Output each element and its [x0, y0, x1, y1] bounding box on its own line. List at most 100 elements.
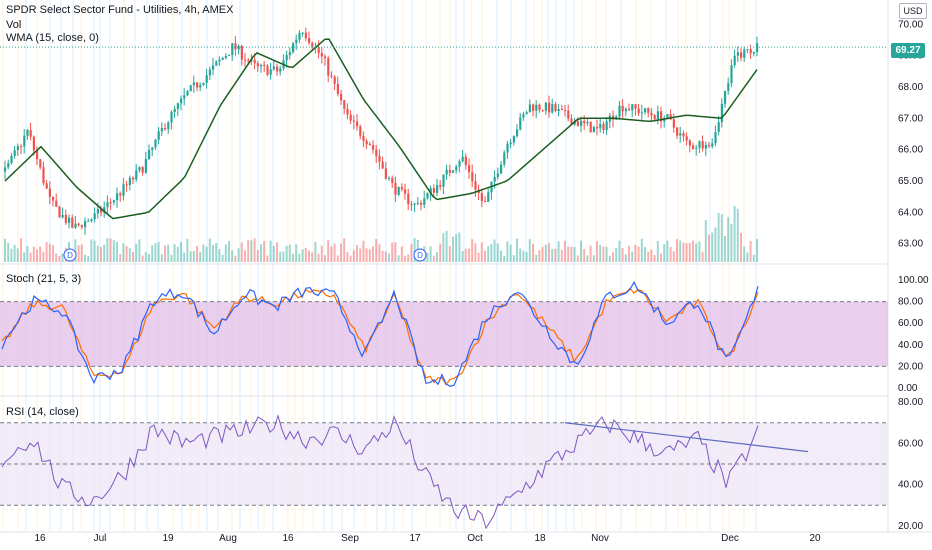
volume-legend[interactable]: Vol — [6, 19, 22, 31]
currency-button[interactable]: USD — [899, 3, 927, 19]
candle-body — [112, 200, 115, 203]
candle-body — [525, 112, 528, 115]
candle-body — [653, 115, 656, 120]
volume-bar — [205, 246, 208, 262]
candle-body — [583, 120, 586, 124]
candle-body — [746, 49, 749, 51]
session-stripe — [93, 0, 95, 530]
volume-bar — [160, 254, 163, 262]
candle-body — [436, 185, 439, 193]
volume-bar — [413, 238, 416, 262]
candle-body — [231, 43, 234, 55]
volume-bar — [471, 239, 474, 262]
dividend-marker[interactable]: D — [413, 248, 427, 262]
candle-body — [4, 167, 7, 172]
candle-body — [592, 127, 595, 133]
candle-body — [468, 165, 471, 173]
volume-bar — [538, 250, 541, 262]
candle-body — [692, 145, 695, 149]
volume-bar — [445, 230, 448, 262]
candle-body — [36, 150, 39, 160]
candle-body — [688, 140, 691, 146]
stoch-tick-label: 20.00 — [898, 361, 923, 372]
candle-body — [736, 52, 739, 56]
candle-body — [116, 193, 119, 201]
session-stripe — [109, 0, 111, 530]
volume-bar — [343, 238, 346, 262]
candlestick-series[interactable] — [4, 27, 759, 235]
volume-bar — [640, 238, 643, 262]
volume-bar — [583, 249, 586, 262]
volume-bar — [196, 245, 198, 262]
price-axes: 70.0069.0068.0067.0066.0065.0064.0063.00… — [898, 19, 929, 532]
candle-body — [359, 126, 362, 136]
session-stripe — [257, 0, 259, 530]
session-stripe — [385, 0, 387, 530]
volume-bar — [733, 205, 736, 262]
candle-body — [378, 155, 381, 162]
volume-bar — [612, 252, 614, 262]
candle-body — [308, 38, 311, 43]
volume-bar — [669, 246, 672, 262]
session-stripe — [272, 0, 274, 530]
candle-body — [388, 177, 391, 179]
stoch-band — [0, 301, 888, 367]
volume-bar — [39, 246, 42, 262]
candle-body — [292, 43, 295, 53]
candle-body — [512, 136, 515, 143]
volume-bar — [756, 239, 758, 262]
candle-body — [151, 147, 154, 150]
date-tick-label: 16 — [34, 533, 46, 544]
candle-body — [29, 130, 32, 137]
stoch-legend[interactable]: Stoch (21, 5, 3) — [6, 273, 82, 285]
volume-bar — [260, 244, 262, 262]
volume-bar — [644, 246, 646, 262]
date-tick-label: 16 — [282, 533, 294, 544]
candle-body — [16, 146, 19, 151]
candle-body — [391, 177, 394, 184]
volume-bar — [103, 244, 106, 262]
candle-body — [128, 177, 131, 185]
candle-body — [400, 187, 403, 190]
volume-bar — [244, 250, 246, 262]
session-stripe — [190, 0, 192, 530]
candle-body — [263, 64, 266, 66]
volume-bar — [93, 240, 96, 262]
candle-body — [528, 104, 531, 113]
candle-body — [333, 76, 336, 84]
volume-bar — [221, 254, 224, 262]
volume-bar — [695, 243, 698, 262]
candle-body — [714, 131, 717, 144]
volume-bar — [186, 238, 189, 262]
candle-body — [455, 166, 458, 171]
candle-body — [295, 39, 298, 44]
wma-legend[interactable]: WMA (15, close, 0) — [6, 32, 99, 44]
candle-body — [224, 55, 227, 58]
candle-body — [125, 184, 128, 186]
volume-bar — [458, 232, 461, 262]
candle-body — [247, 60, 250, 62]
candle-body — [365, 141, 368, 145]
candle-body — [381, 161, 384, 169]
volume-bar — [448, 245, 451, 262]
volume-bar — [42, 251, 45, 262]
symbol-title[interactable]: SPDR Select Sector Fund - Utilities, 4h,… — [6, 4, 234, 16]
session-stripe — [496, 0, 498, 530]
candle-body — [599, 123, 602, 129]
candle-body — [752, 51, 755, 54]
session-stripe — [425, 0, 427, 530]
dividend-marker[interactable]: D — [63, 248, 77, 262]
candle-body — [154, 139, 157, 148]
rsi-legend[interactable]: RSI (14, close) — [6, 406, 79, 418]
volume-bar — [596, 241, 598, 262]
session-stripe — [722, 0, 724, 530]
candle-body — [336, 83, 339, 95]
session-stripe — [743, 0, 745, 530]
session-stripe — [547, 0, 549, 530]
volume-bar — [250, 240, 253, 262]
candle-body — [253, 59, 256, 64]
candle-body — [80, 225, 83, 228]
candle-body — [397, 187, 400, 195]
